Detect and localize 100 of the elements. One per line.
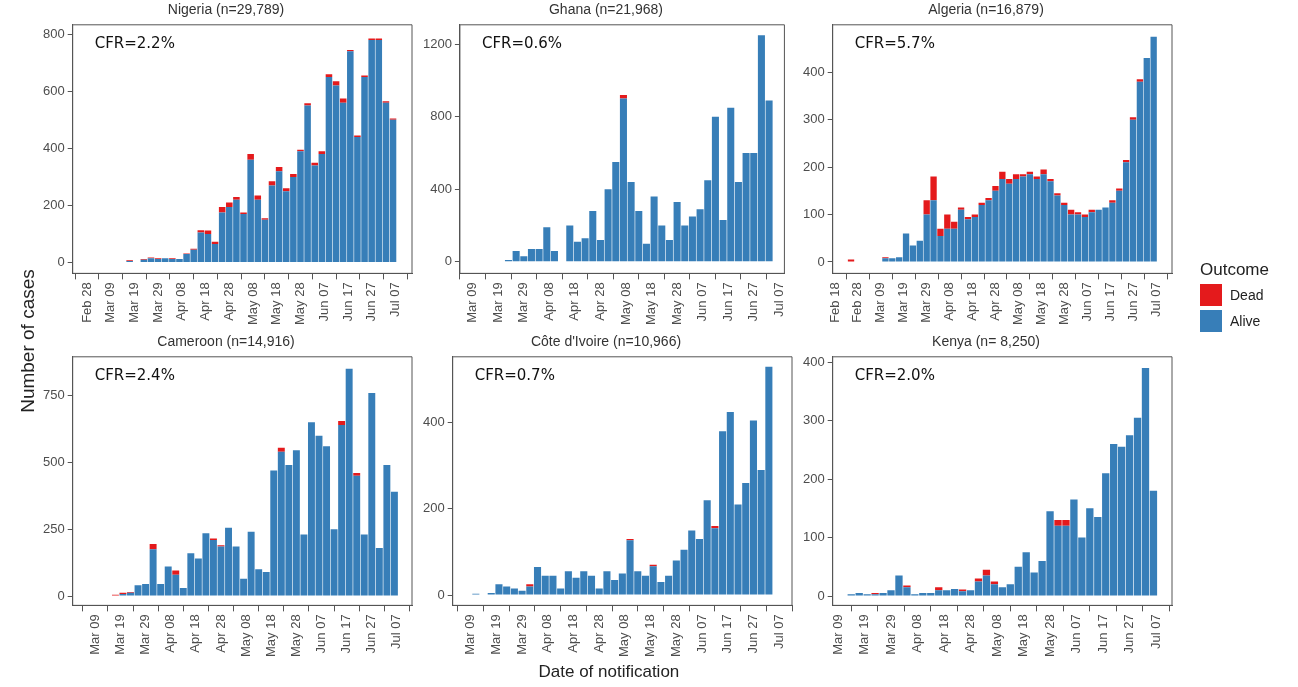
x-tick-label: May 28 <box>667 614 683 658</box>
y-tick-label: 400 <box>42 139 65 155</box>
x-tick-label: Jun 07 <box>693 614 709 654</box>
bar <box>226 202 233 207</box>
annotation: CFR=5.7% <box>854 34 935 53</box>
bar <box>338 420 346 425</box>
bar <box>1047 178 1054 182</box>
bar <box>937 228 944 236</box>
annotation: CFR=0.6% <box>481 34 563 53</box>
bar <box>1129 117 1137 120</box>
y-tick-label: 500 <box>42 453 65 469</box>
x-tick-label: Mar 19 <box>487 614 503 655</box>
x-tick-label: Jun 17 <box>338 614 354 654</box>
y-tick-label: 300 <box>802 412 825 428</box>
bar <box>526 584 534 587</box>
x-tick-label: Apr 28 <box>962 614 978 653</box>
x-tick-label: May 28 <box>292 282 308 326</box>
y-tick-label: 750 <box>42 387 65 403</box>
x-tick-label: Jun 17 <box>719 614 735 654</box>
bar <box>149 543 157 550</box>
x-tick-label: Mar 29 <box>882 614 898 655</box>
x-tick-label: May 08 <box>616 614 632 658</box>
x-tick-label: Apr 08 <box>540 282 556 321</box>
y-tick-label: 100 <box>802 206 825 222</box>
bar <box>304 103 311 106</box>
x-tick-label: Apr 18 <box>964 282 980 321</box>
bar <box>332 81 340 86</box>
x-tick-label: May 28 <box>1055 282 1071 326</box>
x-tick-label: Mar 19 <box>125 282 141 323</box>
bar <box>233 196 240 200</box>
x-tick-label: Jun 27 <box>745 282 761 322</box>
bar <box>172 570 180 575</box>
x-tick-label: May 08 <box>244 282 260 326</box>
legend-label: Alive <box>1230 313 1261 329</box>
y-tick-label: 400 <box>430 180 452 196</box>
x-tick-label: Jun 07 <box>694 282 710 322</box>
bar <box>1054 193 1061 196</box>
x-tick-label: Feb 18 <box>826 282 842 323</box>
y-tick-label: 200 <box>802 470 825 486</box>
bar <box>935 587 943 591</box>
x-tick-label: Jun 07 <box>1068 614 1084 654</box>
x-tick-label: Mar 19 <box>112 614 128 655</box>
bar <box>923 200 930 215</box>
x-tick-label: Jun 07 <box>1078 282 1094 322</box>
x-tick-label: Apr 08 <box>909 614 925 653</box>
x-tick-label: Mar 09 <box>464 282 480 323</box>
x-axis-title: Date of notification <box>538 662 680 682</box>
x-tick-label: May 28 <box>287 614 303 658</box>
x-tick-label: Jun 07 <box>315 282 331 322</box>
bar <box>1109 200 1116 203</box>
x-tick-label: Jun 27 <box>363 282 379 322</box>
chart-title: Kenya (n= 8,250) <box>932 333 1040 350</box>
chart-title: Cameroon (n=14,916) <box>157 333 295 350</box>
y-tick-label: 400 <box>422 414 445 430</box>
x-tick-label: Apr 18 <box>566 282 582 321</box>
bar <box>1136 79 1144 82</box>
x-tick-label: May 18 <box>1015 614 1031 658</box>
x-tick-label: Feb 28 <box>849 282 865 323</box>
bar <box>318 151 326 155</box>
x-tick-label: Apr 08 <box>941 282 957 321</box>
x-tick-label: Apr 18 <box>565 614 581 653</box>
x-tick-label: Apr 28 <box>590 614 606 653</box>
x-tick-label: Mar 09 <box>829 614 845 655</box>
bar <box>992 186 999 191</box>
x-tick-label: Jul 07 <box>386 282 402 318</box>
bar <box>985 197 992 201</box>
x-tick-label: Apr 08 <box>173 282 189 321</box>
x-tick-label: Mar 29 <box>515 282 531 323</box>
bar <box>957 207 965 210</box>
y-tick-label: 800 <box>42 25 65 41</box>
x-tick-label: Apr 18 <box>187 614 203 653</box>
bar <box>247 154 254 160</box>
annotation: CFR=0.7% <box>474 366 555 385</box>
bar <box>999 171 1006 179</box>
bar <box>1006 178 1013 184</box>
chart-title: Côte d'Ivoire (n=10,966) <box>530 333 682 350</box>
y-tick-label: 0 <box>57 254 65 270</box>
x-tick-label: May 18 <box>262 614 278 658</box>
x-tick-label: Mar 19 <box>856 614 872 655</box>
x-tick-label: May 08 <box>988 614 1004 658</box>
x-tick-label: Jun 17 <box>1101 282 1117 322</box>
x-tick-label: May 28 <box>668 282 684 326</box>
x-tick-label: Jun 17 <box>1094 614 1110 654</box>
x-tick-label: Mar 09 <box>872 282 888 323</box>
x-tick-label: Jul 07 <box>1147 282 1163 318</box>
y-tick-label: 1200 <box>423 35 452 51</box>
x-tick-label: Jun 27 <box>363 614 379 654</box>
x-tick-label: Apr 08 <box>162 614 178 653</box>
y-tick-label: 250 <box>42 520 65 536</box>
bar <box>711 526 719 529</box>
x-tick-label: May 28 <box>1041 614 1057 658</box>
x-tick-label: Feb 28 <box>78 282 94 323</box>
x-tick-label: May 08 <box>617 282 633 326</box>
bar <box>277 447 285 452</box>
x-tick-label: Jun 27 <box>1121 614 1137 654</box>
x-tick-label: Jun 07 <box>313 614 329 654</box>
bar <box>282 188 290 192</box>
bar <box>1040 169 1047 175</box>
bar <box>218 206 226 213</box>
x-tick-label: Apr 28 <box>220 282 236 321</box>
